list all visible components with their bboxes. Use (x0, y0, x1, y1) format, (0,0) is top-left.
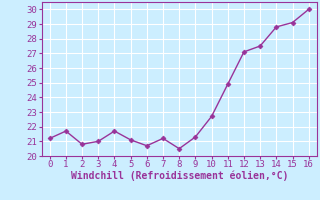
X-axis label: Windchill (Refroidissement éolien,°C): Windchill (Refroidissement éolien,°C) (70, 171, 288, 181)
